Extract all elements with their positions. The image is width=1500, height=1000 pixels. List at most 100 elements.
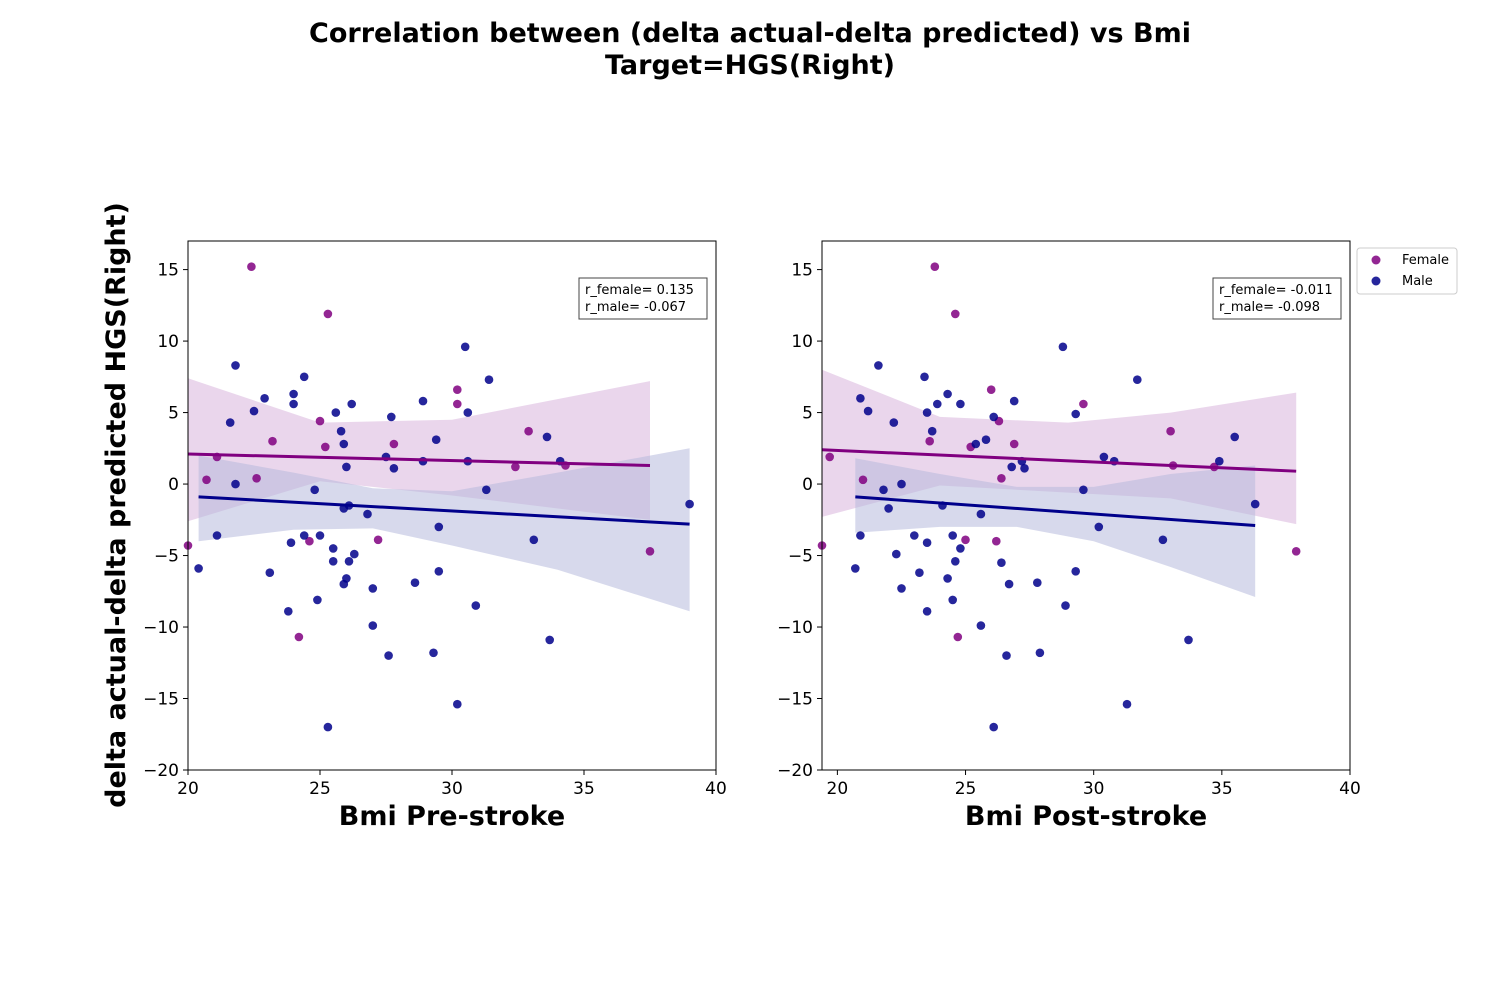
point-male xyxy=(212,531,222,540)
legend: Female Male xyxy=(1356,247,1458,295)
point-male xyxy=(948,595,957,605)
legend-label-male: Male xyxy=(1402,274,1433,289)
y-tick-label: −5 xyxy=(154,547,179,567)
correlation-annotation-box xyxy=(578,277,708,320)
point-male xyxy=(315,531,325,540)
regression-line-male xyxy=(198,495,690,526)
y-tick-label: −10 xyxy=(143,618,179,638)
point-male xyxy=(289,399,298,409)
correlation-annotation-text: r_female= -0.011 xyxy=(1219,283,1333,298)
point-male xyxy=(1061,601,1070,610)
point-male xyxy=(922,607,932,616)
point-male xyxy=(194,564,203,573)
point-male xyxy=(260,394,269,403)
point-female xyxy=(453,399,462,409)
point-male xyxy=(971,439,981,449)
point-male xyxy=(384,651,393,660)
point-male xyxy=(484,375,494,385)
point-female xyxy=(389,439,399,449)
x-tick-label: 35 xyxy=(573,779,595,799)
point-male xyxy=(1007,462,1016,472)
point-male xyxy=(453,699,462,709)
point-male xyxy=(856,531,865,540)
point-female xyxy=(511,462,520,472)
point-male xyxy=(313,595,322,605)
chart-title-line-1: Correlation between (delta actual-delta … xyxy=(309,18,1191,49)
point-male xyxy=(225,418,235,427)
point-male xyxy=(1058,342,1068,352)
point-female xyxy=(1166,426,1175,436)
point-male xyxy=(249,406,259,416)
point-male xyxy=(948,531,957,540)
point-male xyxy=(922,408,932,417)
point-male xyxy=(1230,432,1239,442)
point-male xyxy=(1094,522,1104,532)
y-tick-label: −15 xyxy=(777,690,813,710)
correlation-annotation-text: r_male= -0.067 xyxy=(585,300,686,315)
point-male xyxy=(976,509,986,519)
x-tick-label: 30 xyxy=(441,779,463,799)
point-male xyxy=(1250,499,1260,509)
point-male xyxy=(927,426,937,436)
point-female xyxy=(961,535,970,545)
point-female xyxy=(858,475,868,485)
point-male xyxy=(231,479,240,489)
chart-title-line-2: Target=HGS(Right) xyxy=(605,50,895,81)
ci-band-male xyxy=(198,448,690,612)
point-female xyxy=(294,632,304,642)
point-male xyxy=(545,635,554,645)
point-female xyxy=(1291,547,1301,556)
point-female xyxy=(953,632,963,642)
point-male xyxy=(897,479,906,489)
point-male xyxy=(350,549,359,559)
point-male xyxy=(1079,485,1088,495)
x-tick-label: 25 xyxy=(955,779,977,799)
point-male xyxy=(331,408,341,417)
point-male xyxy=(328,557,338,566)
correlation-annotation-text: r_female= 0.135 xyxy=(585,283,694,298)
point-female xyxy=(986,385,996,395)
point-male xyxy=(347,399,357,409)
point-male xyxy=(363,509,372,519)
point-female xyxy=(997,474,1006,483)
y-tick-label: 15 xyxy=(791,261,813,281)
point-male xyxy=(915,568,924,577)
point-male xyxy=(879,485,888,495)
point-male xyxy=(265,568,275,577)
plot-pre-stroke: 20 25 30 35 40 −20 −15 −10 −5 0 5 10 15 Bmi Pre-strok… xyxy=(143,240,727,832)
point-male xyxy=(1133,375,1142,385)
point-male xyxy=(418,396,428,406)
x-tick-label: 40 xyxy=(705,779,727,799)
point-male xyxy=(342,462,351,472)
point-male xyxy=(685,499,694,509)
point-male xyxy=(1002,651,1011,660)
legend-label-female: Female xyxy=(1402,253,1449,268)
correlation-annotation-text: r_male= -0.098 xyxy=(1219,300,1320,315)
point-male xyxy=(387,412,396,422)
point-male xyxy=(922,538,932,547)
point-female xyxy=(321,442,330,452)
legend-marker-male xyxy=(1371,276,1381,286)
point-male xyxy=(342,574,351,583)
point-female xyxy=(252,474,261,483)
y-axis-label: delta actual-delta predicted HGS(Right) xyxy=(101,202,132,808)
point-male xyxy=(997,558,1006,567)
y-tick-label: −20 xyxy=(777,761,813,781)
point-male xyxy=(463,408,473,417)
point-male xyxy=(389,464,399,473)
point-male xyxy=(299,531,309,540)
point-male xyxy=(897,584,906,593)
point-female xyxy=(1009,439,1019,449)
legend-marker-female xyxy=(1371,255,1381,265)
point-male xyxy=(368,621,378,630)
y-tick-label: −10 xyxy=(777,618,813,638)
point-male xyxy=(1215,456,1224,466)
point-male xyxy=(981,435,991,445)
y-tick-label: −20 xyxy=(143,761,179,781)
y-tick-label: 5 xyxy=(802,404,813,424)
point-male xyxy=(1184,635,1193,645)
point-female xyxy=(992,536,1001,546)
point-male xyxy=(284,607,293,616)
point-male xyxy=(1071,409,1080,419)
point-male xyxy=(1035,648,1045,658)
